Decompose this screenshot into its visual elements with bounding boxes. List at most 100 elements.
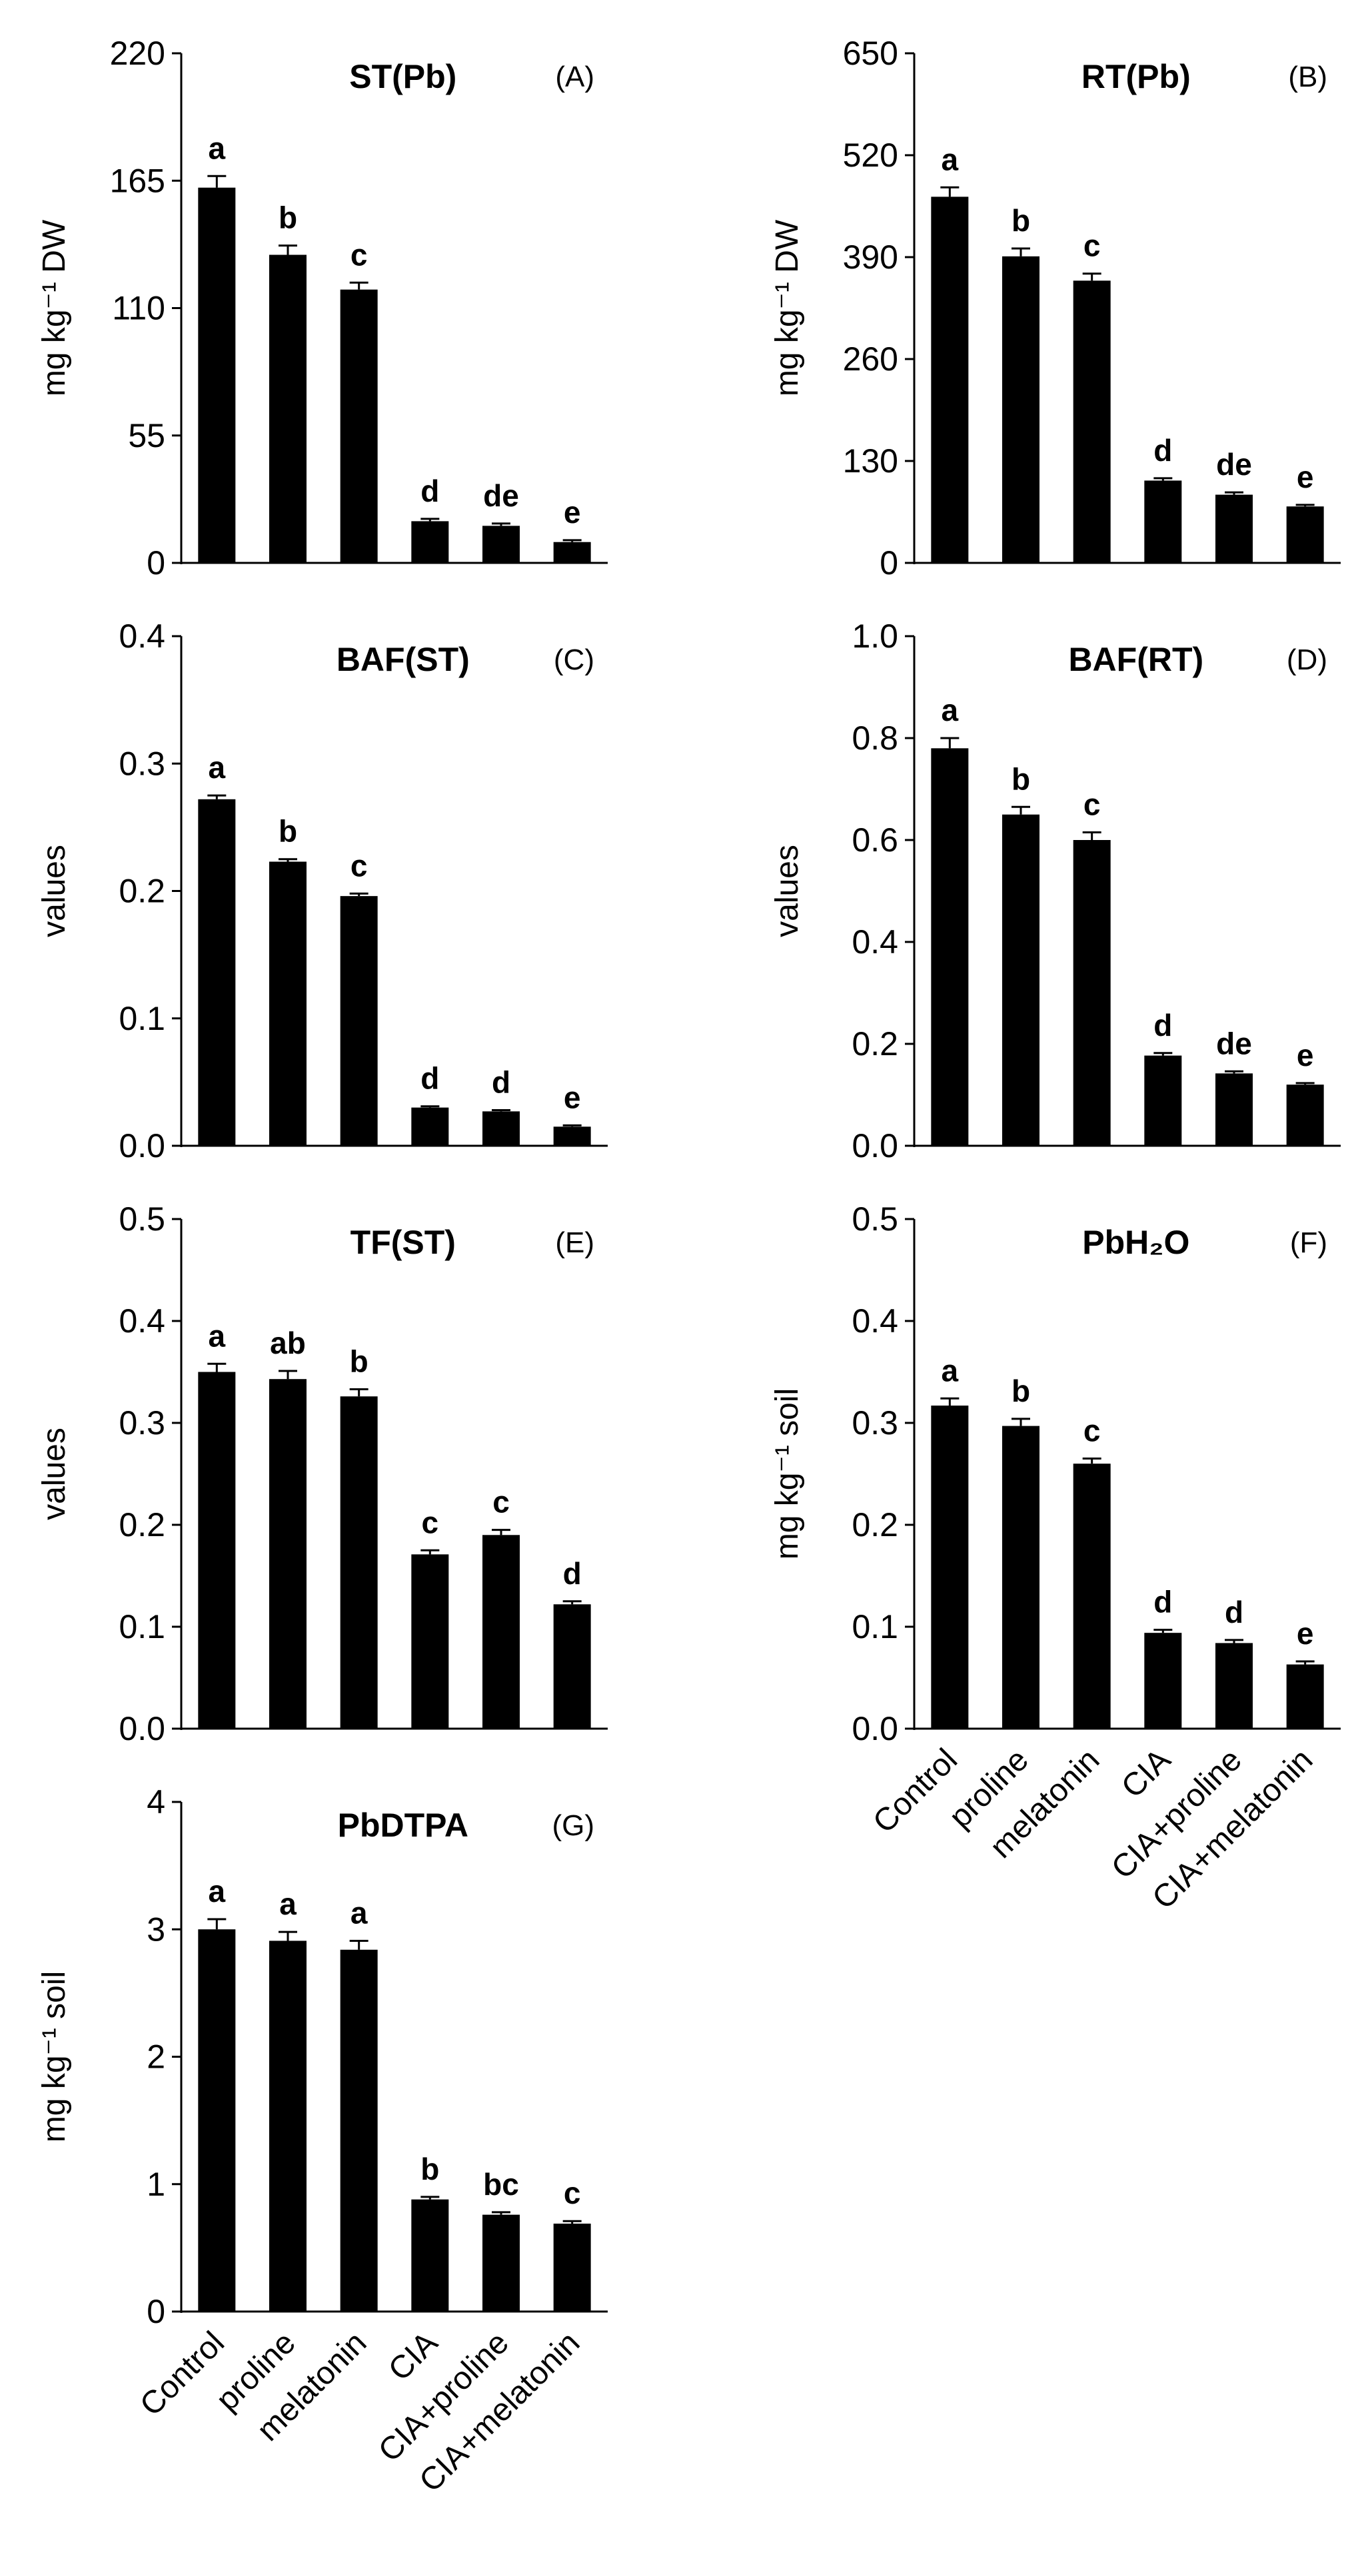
significance-letter: e	[1297, 460, 1314, 494]
panel-d: 0.0 0.2 0.4 0.6 0.8 1.0 a b c d de e BAF(RT) (D) value…	[770, 618, 1341, 1164]
y-tick-label: 0.0	[852, 1710, 898, 1747]
y-tick-label: 0.1	[119, 1000, 165, 1037]
bar	[269, 254, 307, 563]
significance-letter: d	[1153, 1585, 1172, 1619]
significance-letter: d	[1153, 1008, 1172, 1043]
significance-letter: bc	[483, 2167, 519, 2202]
y-axis-label: mg kg⁻¹ soil	[770, 1388, 805, 1559]
bar	[482, 526, 520, 563]
bar	[269, 1940, 307, 2312]
bar	[931, 748, 969, 1146]
y-tick-label: 0.4	[852, 923, 898, 961]
y-tick-label: 0.5	[852, 1200, 898, 1238]
significance-letter: de	[1216, 447, 1252, 482]
panel-label: (F)	[1290, 1226, 1327, 1259]
y-tick-label: 220	[110, 35, 165, 72]
bar	[553, 542, 591, 563]
significance-letter: e	[1297, 1616, 1314, 1651]
bar	[1286, 506, 1324, 563]
panel-e: 0.0 0.1 0.2 0.3 0.4 0.5 a ab b c c d TF(ST) (E) values	[37, 1200, 608, 1747]
bar	[411, 2199, 449, 2312]
panel-title: RT(Pb)	[1081, 58, 1191, 95]
bar	[1144, 1633, 1182, 1729]
panel-f: 0.0 0.1 0.2 0.3 0.4 0.5 a b c d d e PbH₂O (F) mg kg⁻¹ …	[770, 1200, 1341, 1916]
panel-title: TF(ST)	[350, 1224, 456, 1261]
y-tick-label: 3	[147, 1911, 165, 1948]
bar	[1286, 1084, 1324, 1146]
y-tick-label: 650	[843, 35, 898, 72]
y-tick-label: 0	[147, 544, 165, 582]
bar	[553, 2224, 591, 2312]
bar	[340, 289, 378, 563]
significance-letter: c	[492, 1485, 510, 1519]
panel-title: PbH₂O	[1082, 1224, 1189, 1261]
significance-letter: b	[420, 2152, 439, 2186]
y-axis-label: values	[37, 845, 72, 937]
bar	[269, 861, 307, 1146]
y-tick-label: 0.0	[119, 1127, 165, 1164]
bar	[198, 1929, 236, 2312]
significance-letter: b	[279, 814, 297, 849]
y-tick-label: 110	[112, 290, 165, 327]
significance-letter: d	[420, 1061, 439, 1096]
significance-letter: c	[350, 848, 368, 883]
y-tick-label: 0.1	[852, 1608, 898, 1645]
significance-letter: d	[1225, 1595, 1243, 1629]
bar	[340, 1396, 378, 1729]
bar	[1286, 1664, 1324, 1729]
y-tick-label: 260	[843, 340, 898, 378]
bar	[1002, 814, 1039, 1146]
significance-letter: a	[942, 693, 959, 727]
bar	[411, 1554, 449, 1729]
significance-letter: c	[350, 237, 368, 272]
bar	[411, 1107, 449, 1146]
y-tick-label: 1.0	[852, 618, 898, 655]
x-category-label: Control	[133, 2325, 231, 2423]
y-tick-label: 0.3	[852, 1404, 898, 1442]
y-tick-label: 0.3	[119, 1404, 165, 1442]
significance-letter: d	[1153, 433, 1172, 468]
y-tick-label: 0.3	[119, 745, 165, 782]
significance-letter: a	[279, 1887, 297, 1921]
x-category-label: CIA	[382, 2325, 444, 2387]
y-tick-label: 2	[147, 2038, 165, 2076]
panel-title: ST(Pb)	[349, 58, 456, 95]
y-axis-label: values	[770, 845, 805, 937]
significance-letter: b	[1012, 1374, 1030, 1408]
bar	[1002, 256, 1039, 563]
y-tick-label: 0.6	[852, 821, 898, 859]
y-tick-label: 0.0	[119, 1710, 165, 1747]
panel-label: (B)	[1288, 61, 1327, 93]
significance-letter: a	[209, 1874, 226, 1909]
y-tick-label: 1	[147, 2166, 165, 2203]
y-tick-label: 0.1	[119, 1608, 165, 1645]
panel-title: BAF(RT)	[1068, 641, 1203, 678]
bar	[931, 1405, 969, 1729]
bar	[482, 1111, 520, 1146]
significance-letter: c	[1083, 787, 1101, 822]
significance-letter: a	[209, 131, 226, 165]
bar	[198, 1372, 236, 1729]
y-tick-label: 520	[843, 137, 898, 174]
y-tick-label: 0	[147, 2293, 165, 2330]
y-tick-label: 130	[843, 442, 898, 480]
x-category-label: CIA	[1115, 1742, 1177, 1805]
panel-c: 0.0 0.1 0.2 0.3 0.4 a b c d d e BAF(ST) (C) values	[37, 618, 608, 1164]
bar	[553, 1604, 591, 1729]
bar	[340, 896, 378, 1146]
significance-letter: b	[1012, 203, 1030, 238]
y-tick-label: 0.0	[852, 1127, 898, 1164]
panel-label: (E)	[555, 1226, 594, 1259]
y-axis-label: mg kg⁻¹ DW	[37, 219, 72, 396]
panel-label: (D)	[1287, 644, 1327, 676]
y-axis-label: mg kg⁻¹ soil	[37, 1971, 72, 2142]
significance-letter: b	[279, 201, 297, 235]
panel-title: PbDTPA	[338, 1807, 468, 1844]
significance-letter: de	[1216, 1026, 1252, 1061]
y-tick-label: 0.4	[119, 1302, 165, 1340]
y-axis-label: mg kg⁻¹ DW	[770, 219, 805, 396]
y-tick-label: 0.5	[119, 1200, 165, 1238]
bar	[340, 1949, 378, 2312]
significance-letter: a	[350, 1895, 368, 1930]
panel-g: 0 1 2 3 4 a a a b bc c PbDTPA (G) mg kg⁻¹ soil Control…	[37, 1783, 608, 2499]
